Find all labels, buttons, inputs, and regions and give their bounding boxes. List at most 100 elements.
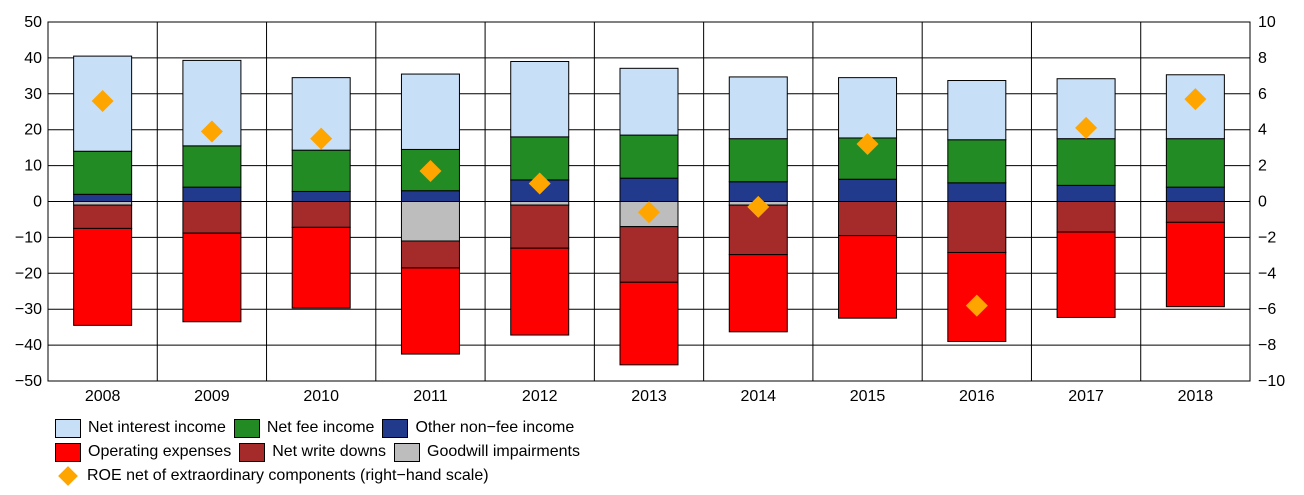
legend-item-net-fee-income: Net fee income xyxy=(233,418,375,438)
bar-net-interest-income-2014 xyxy=(728,76,788,140)
legend-swatch-net-write-downs xyxy=(239,442,266,462)
y-left-tick-label: −50 xyxy=(15,373,42,390)
bar-net-write-downs-2011 xyxy=(400,240,460,269)
legend-label: ROE net of extraordinary components (rig… xyxy=(87,467,489,484)
legend-label: Net fee income xyxy=(266,419,375,436)
roe-marker-2010 xyxy=(310,127,333,150)
x-tick-label: 2013 xyxy=(631,388,667,405)
bar-operating-expenses-2011 xyxy=(400,267,460,355)
x-tick-label: 2011 xyxy=(413,388,448,405)
bar-other-non-fee-income-2010 xyxy=(291,190,351,202)
bar-net-interest-income-2013 xyxy=(619,67,679,136)
roe-marker-2009 xyxy=(200,120,223,143)
legend-item-roe: ROE net of extraordinary components (rig… xyxy=(55,466,489,486)
legend: Net interest income Net fee income Other… xyxy=(55,416,815,488)
bar-goodwill-impairments-2008 xyxy=(73,201,133,206)
bar-other-non-fee-income-2017 xyxy=(1056,184,1116,203)
bar-net-fee-income-2016 xyxy=(947,139,1007,184)
y-right-tick-label: 10 xyxy=(1258,14,1276,31)
bar-other-non-fee-income-2008 xyxy=(73,193,133,203)
bar-net-write-downs-2012 xyxy=(510,204,570,249)
legend-row-2: Operating expenses Net write downs Goodw… xyxy=(55,440,815,464)
y-left-tick-label: 20 xyxy=(24,122,42,139)
roe-marker-2017 xyxy=(1075,116,1098,139)
bar-operating-expenses-2012 xyxy=(510,247,570,336)
roe-marker-2012 xyxy=(528,172,551,195)
legend-swatch-net-interest-income xyxy=(55,418,81,438)
y-axis-left-labels: 50 40 30 20 10 0 −10 −20 −30 −40 −50 xyxy=(15,14,42,390)
legend-swatch-net-fee-income xyxy=(233,418,260,438)
y-right-tick-label: −10 xyxy=(1258,373,1285,390)
legend-label: Net write downs xyxy=(272,443,387,460)
y-right-tick-label: 2 xyxy=(1258,158,1267,175)
x-tick-label: 2014 xyxy=(740,388,776,405)
bar-operating-expenses-2018 xyxy=(1165,221,1225,308)
y-left-tick-label: 50 xyxy=(24,14,42,31)
legend-item-operating-expenses: Operating expenses xyxy=(55,442,231,462)
bar-net-interest-income-2012 xyxy=(510,60,570,138)
y-left-tick-label: 10 xyxy=(24,158,42,175)
y-right-tick-label: −2 xyxy=(1258,229,1276,246)
bar-net-fee-income-2008 xyxy=(73,150,133,195)
x-tick-label: 2018 xyxy=(1178,388,1214,405)
x-tick-label: 2012 xyxy=(522,388,558,405)
legend-row-3: ROE net of extraordinary components (rig… xyxy=(55,464,815,488)
bar-operating-expenses-2015 xyxy=(838,235,898,319)
plot-frame xyxy=(47,21,1251,382)
y-right-tick-label: 4 xyxy=(1258,122,1267,139)
bar-goodwill-impairments-2011 xyxy=(400,201,460,242)
legend-item-net-write-downs: Net write downs xyxy=(239,442,387,462)
bar-net-write-downs-2013 xyxy=(619,226,679,283)
bar-net-fee-income-2009 xyxy=(182,145,242,188)
legend-swatch-goodwill-impairments xyxy=(394,442,421,462)
y-left-tick-label: −20 xyxy=(15,265,42,282)
bar-operating-expenses-2014 xyxy=(728,254,788,333)
y-right-tick-label: −8 xyxy=(1258,337,1276,354)
y-right-tick-label: −6 xyxy=(1258,301,1276,318)
x-tick-label: 2008 xyxy=(85,388,121,405)
legend-swatch-other-non-fee-income xyxy=(382,418,409,438)
x-tick-label: 2017 xyxy=(1068,388,1104,405)
y-right-tick-label: 8 xyxy=(1258,50,1267,67)
bar-net-write-downs-2017 xyxy=(1056,201,1116,233)
bar-other-non-fee-income-2015 xyxy=(838,178,898,203)
roe-marker-2013 xyxy=(638,201,660,224)
bar-net-fee-income-2014 xyxy=(728,138,788,183)
y-right-tick-label: 0 xyxy=(1258,194,1267,211)
bar-operating-expenses-2008 xyxy=(73,227,133,326)
legend-item-goodwill-impairments: Goodwill impairments xyxy=(394,442,580,462)
y-axis-right-labels: 10 8 6 4 2 0 −2 −4 −6 −8 −10 xyxy=(1258,14,1285,390)
bar-net-write-downs-2016 xyxy=(947,201,1007,253)
bar-operating-expenses-2013 xyxy=(619,281,679,366)
legend-label: Other non−fee income xyxy=(415,419,575,436)
legend-label: Net interest income xyxy=(88,419,226,436)
bar-operating-expenses-2017 xyxy=(1056,231,1116,318)
roe-marker-2014 xyxy=(747,195,770,218)
bar-net-interest-income-2016 xyxy=(947,80,1007,141)
roe-marker-2011 xyxy=(419,159,442,182)
roe-markers-layer xyxy=(91,88,1207,317)
bar-other-non-fee-income-2018 xyxy=(1165,186,1225,202)
bar-net-write-downs-2015 xyxy=(838,201,898,237)
y-left-tick-label: 0 xyxy=(33,194,42,211)
legend-label: Goodwill impairments xyxy=(427,443,580,460)
bar-net-fee-income-2012 xyxy=(510,136,570,181)
y-right-tick-label: −4 xyxy=(1258,265,1276,282)
y-left-tick-label: −10 xyxy=(15,229,42,246)
legend-row-1: Net interest income Net fee income Other… xyxy=(55,416,815,440)
bar-operating-expenses-2010 xyxy=(291,226,351,309)
legend-diamond-icon xyxy=(58,466,78,486)
x-axis-labels: 2008 2009 2010 2011 2012 2013 2014 2015 2016 2017… xyxy=(85,388,1213,405)
y-left-tick-label: −30 xyxy=(15,301,42,318)
legend-swatch-operating-expenses xyxy=(55,442,81,462)
bar-other-non-fee-income-2013 xyxy=(619,177,679,202)
y-left-tick-label: 30 xyxy=(24,86,42,103)
bar-other-non-fee-income-2009 xyxy=(182,186,242,202)
bar-operating-expenses-2009 xyxy=(182,232,242,323)
bar-net-fee-income-2017 xyxy=(1056,138,1116,186)
bar-net-interest-income-2015 xyxy=(838,77,898,139)
x-tick-label: 2015 xyxy=(850,388,886,405)
bar-net-fee-income-2010 xyxy=(291,149,351,192)
bar-other-non-fee-income-2011 xyxy=(400,190,460,202)
